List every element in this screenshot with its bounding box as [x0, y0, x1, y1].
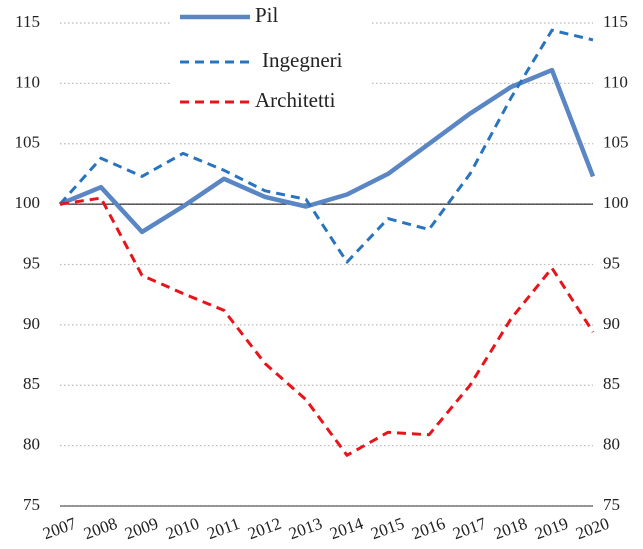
x-tick-label: 2007 [40, 514, 79, 544]
x-tick-label: 2015 [368, 514, 406, 543]
x-tick-label: 2011 [205, 514, 243, 543]
y2-tick-label: 105 [603, 133, 629, 152]
y-tick-label: 95 [23, 253, 40, 272]
x-tick-label: 2012 [245, 514, 283, 543]
y2-tick-label: 95 [603, 253, 620, 272]
x-tick-label: 2020 [573, 514, 611, 543]
y2-tick-label: 110 [603, 72, 628, 91]
y-tick-label: 100 [15, 193, 41, 212]
x-tick-label: 2019 [532, 514, 570, 543]
x-tick-label: 2013 [286, 514, 324, 543]
legend-label: Architetti [255, 88, 336, 112]
y-tick-label: 85 [23, 374, 40, 393]
y2-tick-label: 75 [603, 495, 620, 514]
x-tick-label: 2016 [409, 514, 447, 543]
x-tick-label: 2018 [491, 514, 529, 543]
x-tick-label: 2009 [122, 514, 160, 543]
series-line [59, 196, 595, 457]
legend: Pil Ingegneri Architetti [170, 2, 370, 120]
x-tick-label: 2017 [450, 514, 489, 544]
x-tick-label: 2010 [163, 514, 201, 543]
y-tick-label: 80 [23, 435, 40, 454]
y2-tick-label: 90 [603, 314, 620, 333]
y-tick-label: 105 [15, 133, 41, 152]
x-tick-label: 2014 [327, 514, 366, 544]
series-line [59, 67, 596, 235]
y-tick-label: 75 [23, 495, 40, 514]
series-line [58, 28, 594, 264]
y2-tick-label: 80 [603, 435, 620, 454]
x-tick-label: 2008 [81, 514, 119, 543]
y2-tick-label: 85 [603, 374, 620, 393]
y2-tick-label: 115 [603, 12, 628, 31]
legend-label: Ingegneri [262, 48, 343, 72]
legend-label: Pil [255, 3, 279, 27]
y2-tick-label: 100 [603, 193, 629, 212]
y-tick-label: 90 [23, 314, 40, 333]
y-tick-label: 115 [15, 12, 40, 31]
y-tick-label: 110 [15, 72, 40, 91]
